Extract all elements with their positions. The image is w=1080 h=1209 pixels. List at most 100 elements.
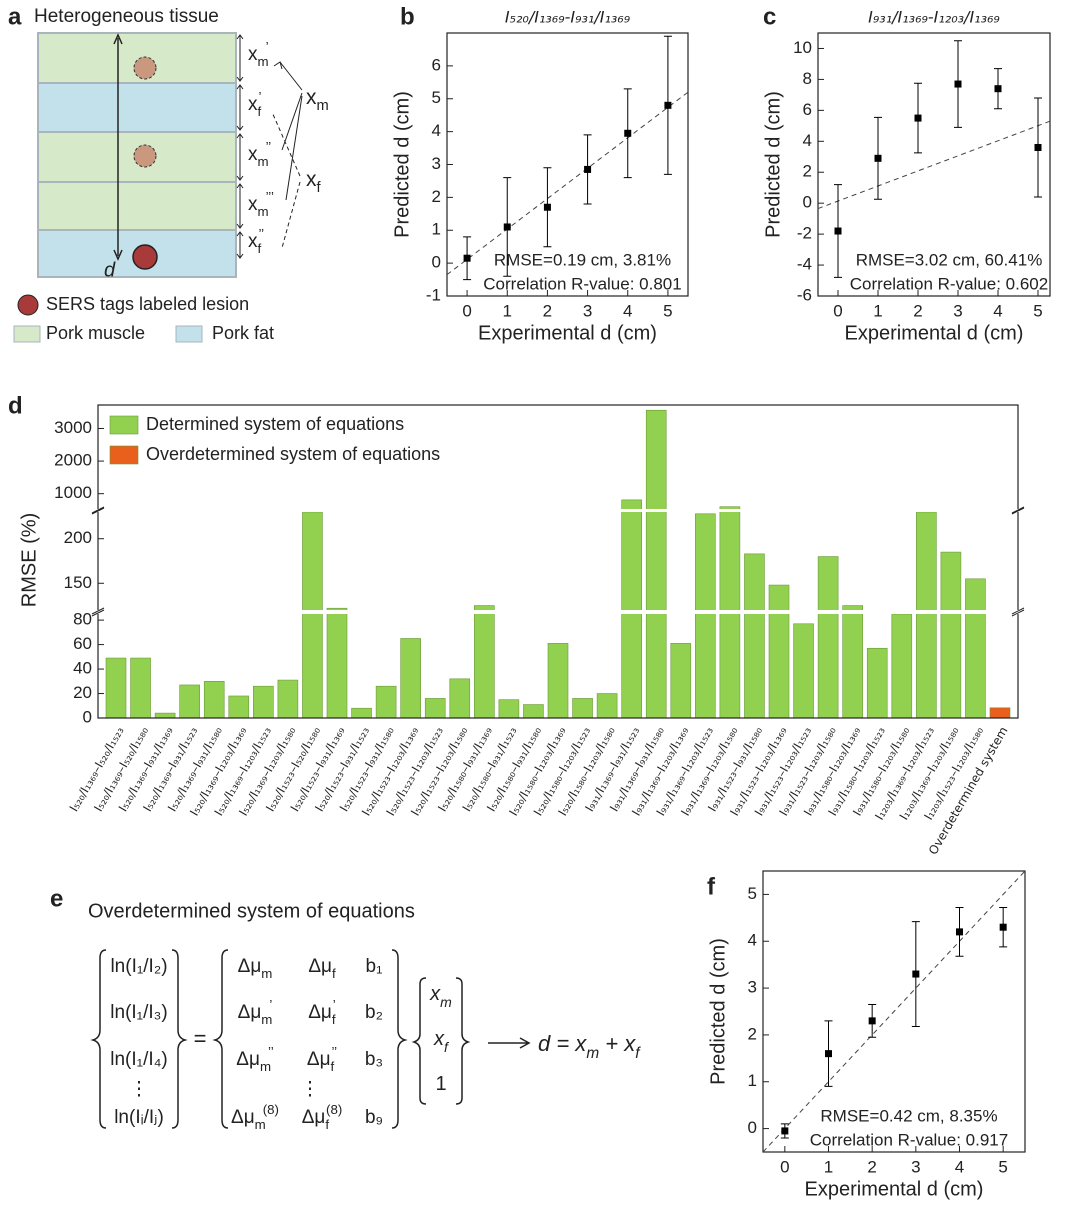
y-axis-label: RMSE (%) — [18, 513, 40, 607]
text-part: x — [248, 194, 258, 215]
plot-frame — [97, 404, 1019, 719]
y-tick-label: 1 — [432, 220, 441, 239]
virtual-lesion — [133, 56, 157, 80]
y-tick-label: 10 — [793, 38, 812, 57]
text-part: x — [306, 86, 317, 109]
legend-muscle — [13, 325, 41, 343]
x-tick-label: 5 — [998, 1157, 1007, 1176]
text-part: b₂ — [365, 1002, 383, 1023]
bar — [400, 638, 421, 719]
annotation: Correlation R-value: 0.602 — [850, 274, 1048, 293]
bar — [965, 578, 986, 719]
x-tick-label: 2 — [867, 1157, 876, 1176]
lhs-entry: ln(I₁/I₄) — [110, 1049, 167, 1070]
subscript: f — [258, 104, 262, 119]
data-point — [874, 154, 882, 162]
data-point — [994, 85, 1002, 93]
text-part: Δμ — [231, 1107, 255, 1128]
x-tick-label: 4 — [623, 301, 632, 320]
subscript: f — [332, 966, 336, 981]
superscript: ’ — [269, 997, 272, 1012]
legend-fat — [175, 325, 203, 343]
y-tick-label: 3000 — [54, 418, 92, 437]
text-part: x — [433, 1028, 445, 1050]
matrix-entry: b₂ — [365, 1002, 383, 1023]
data-point — [543, 203, 551, 211]
x-tick-label: 0 — [462, 301, 471, 320]
text-part: x — [248, 144, 258, 165]
matrix-entry: b₉ — [365, 1107, 383, 1128]
bar — [793, 623, 814, 719]
legend-text: Pork fat — [212, 323, 274, 343]
panel-letter: e — [50, 885, 63, 912]
panel-letter: a — [8, 3, 22, 30]
lhs-entry: ln(I₁/I₂) — [110, 956, 167, 977]
data-point — [914, 114, 922, 122]
axis-break — [92, 509, 1024, 512]
matrix-entry: b₁ — [366, 956, 383, 977]
subscript: m — [260, 1059, 271, 1074]
break-mark — [91, 607, 105, 617]
plot-frame — [762, 870, 1026, 1153]
matrix-entry: ⋮ — [301, 1079, 320, 1100]
dimension-label: xf’ — [248, 89, 262, 119]
annotation: RMSE=0.19 cm, 3.81% — [494, 250, 671, 269]
y-tick-label: 3 — [432, 154, 441, 173]
y-tick-label: -6 — [797, 285, 812, 304]
y-tick-label: 2000 — [54, 451, 92, 470]
y-tick-label: 1000 — [54, 483, 92, 502]
x-tick-label: 0 — [780, 1157, 789, 1176]
reference-line — [446, 91, 689, 276]
bar — [302, 511, 323, 719]
superscript: ’’’ — [266, 189, 274, 204]
dimension-label: xf’’ — [248, 226, 264, 256]
superscript: ’’ — [258, 226, 264, 241]
superscript: ’’ — [331, 1044, 337, 1059]
data-point — [912, 970, 920, 978]
y-axis-label: Predicted d (cm) — [707, 938, 729, 1085]
y-tick-label: -2 — [797, 224, 812, 243]
bar — [768, 584, 790, 719]
data-point — [463, 254, 471, 262]
bar — [449, 678, 471, 719]
superscript: ’ — [333, 997, 336, 1012]
text-part: Δμ — [302, 1107, 326, 1128]
text-part: Δμ — [308, 956, 332, 977]
text-part: ln(I₁/I₂) — [110, 956, 167, 977]
data-point — [503, 223, 511, 231]
y-tick-label: 4 — [803, 131, 812, 150]
x-tick-label: 4 — [993, 301, 1002, 320]
chart-title: I₉₃₁/I₁₃₆₉-I₁₂₀₃/I₁₃₆₉ — [868, 8, 1000, 27]
x-tick-label: 0 — [833, 301, 842, 320]
y-tick-label: 200 — [64, 528, 92, 547]
subscript: f — [317, 180, 322, 196]
equation-brackets — [90, 949, 531, 1129]
y-tick-label: 4 — [748, 931, 757, 950]
y-tick-label: 2 — [748, 1024, 757, 1043]
bar — [179, 684, 200, 719]
bar — [596, 693, 618, 719]
tissue-diagram — [13, 32, 303, 343]
text-part: b₉ — [365, 1107, 383, 1128]
bar — [228, 695, 250, 719]
legend-label: Overdetermined system of equations — [146, 444, 440, 464]
subscript: m — [258, 54, 269, 69]
lhs-entry: ⋮ — [130, 1079, 149, 1100]
bar — [940, 551, 962, 719]
bar — [424, 698, 446, 719]
subscript: m — [258, 204, 269, 219]
diagram-title: Heterogeneous tissue — [34, 6, 219, 27]
superscript: (8) — [263, 1102, 279, 1117]
lhs-entry: ln(Iᵢ/Iⱼ) — [114, 1107, 164, 1128]
text-part: d = x — [538, 1031, 587, 1056]
y-tick-label: 20 — [73, 683, 92, 702]
lesion — [132, 244, 158, 270]
dimension-label: xm’’’ — [248, 189, 274, 219]
annotation: RMSE=3.02 cm, 60.41% — [856, 250, 1043, 269]
text-part: x — [248, 44, 258, 65]
subscript: f — [331, 1059, 335, 1074]
bar — [253, 685, 274, 719]
x-tick-label: 1 — [873, 301, 882, 320]
data-point — [999, 923, 1007, 931]
x-tick-label: 3 — [953, 301, 962, 320]
